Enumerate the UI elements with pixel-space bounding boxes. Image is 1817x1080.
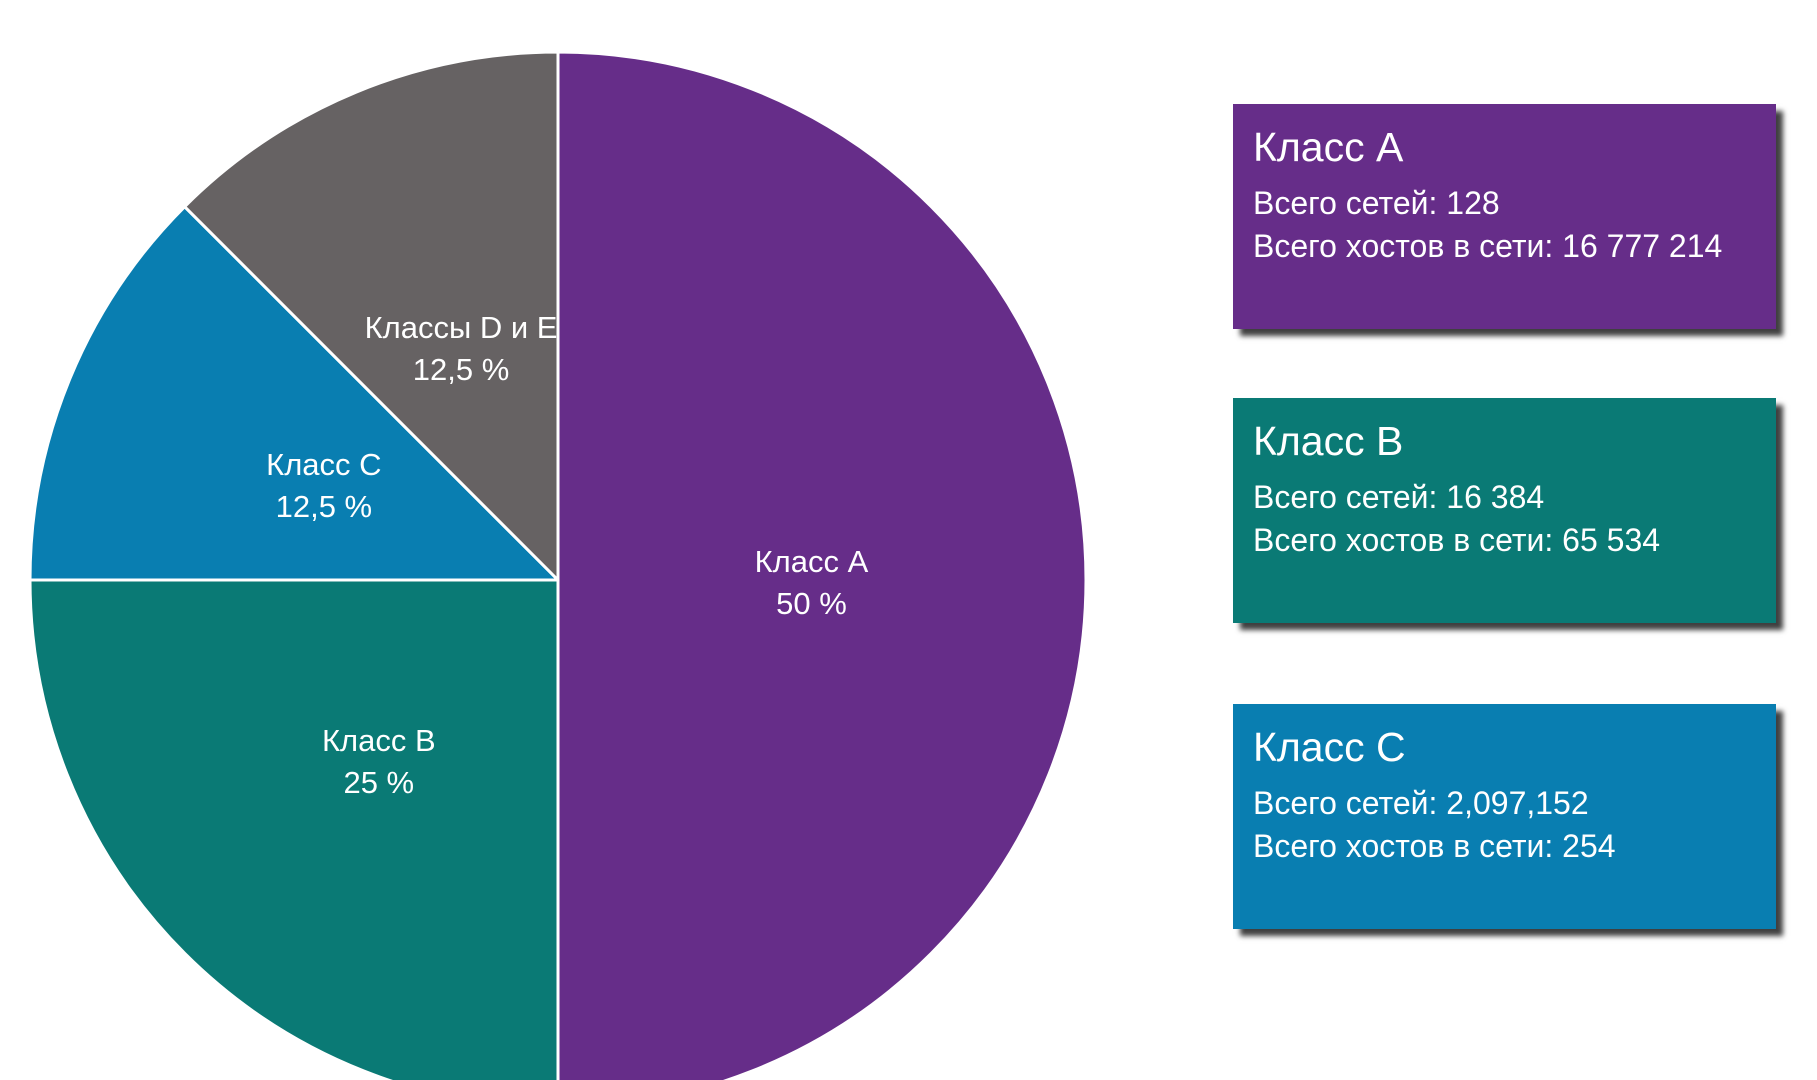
info-card-class-b: Класс B Всего сетей: 16 384 Всего хостов… <box>1233 398 1776 623</box>
card-title: Класс B <box>1253 418 1404 464</box>
slice-value-0: 50 % <box>776 586 847 621</box>
pie-slice-3 <box>183 50 560 582</box>
card-title: Класс A <box>1253 124 1404 170</box>
card-networks: Всего сетей: 16 384 <box>1253 479 1545 515</box>
card-networks: Всего сетей: 128 <box>1253 185 1500 221</box>
slice-value-1: 25 % <box>343 765 414 800</box>
slice-label-3: Классы D и E <box>365 310 558 345</box>
pie-chart: Класс A 50 % Класс B 25 % Класс C 12,5 % Класс… <box>28 50 1088 1080</box>
pie-labels: Класс A 50 % Класс B 25 % Класс C 12,5 % Класс… <box>266 310 868 800</box>
slice-label-0: Класс A <box>755 544 869 579</box>
info-card-class-c: Класс C Всего сетей: 2,097,152 Всего хос… <box>1233 704 1776 929</box>
card-hosts: Всего хостов в сети: 16 777 214 <box>1253 228 1723 264</box>
card-hosts: Всего хостов в сети: 65 534 <box>1253 522 1661 558</box>
pie-slice-2 <box>28 205 560 582</box>
info-card-class-a: Класс A Всего сетей: 128 Всего хостов в … <box>1233 104 1776 329</box>
slice-value-2: 12,5 % <box>276 489 373 524</box>
card-title: Класс C <box>1253 724 1406 770</box>
card-networks: Всего сетей: 2,097,152 <box>1253 785 1589 821</box>
card-hosts: Всего хостов в сети: 254 <box>1253 828 1616 864</box>
slice-label-1: Класс B <box>322 723 436 758</box>
pie-slices <box>28 50 1088 1080</box>
slice-value-3: 12,5 % <box>413 352 510 387</box>
slice-label-2: Класс C <box>266 447 381 482</box>
pie-slice-0 <box>556 50 1088 1080</box>
pie-slice-1 <box>28 578 560 1080</box>
